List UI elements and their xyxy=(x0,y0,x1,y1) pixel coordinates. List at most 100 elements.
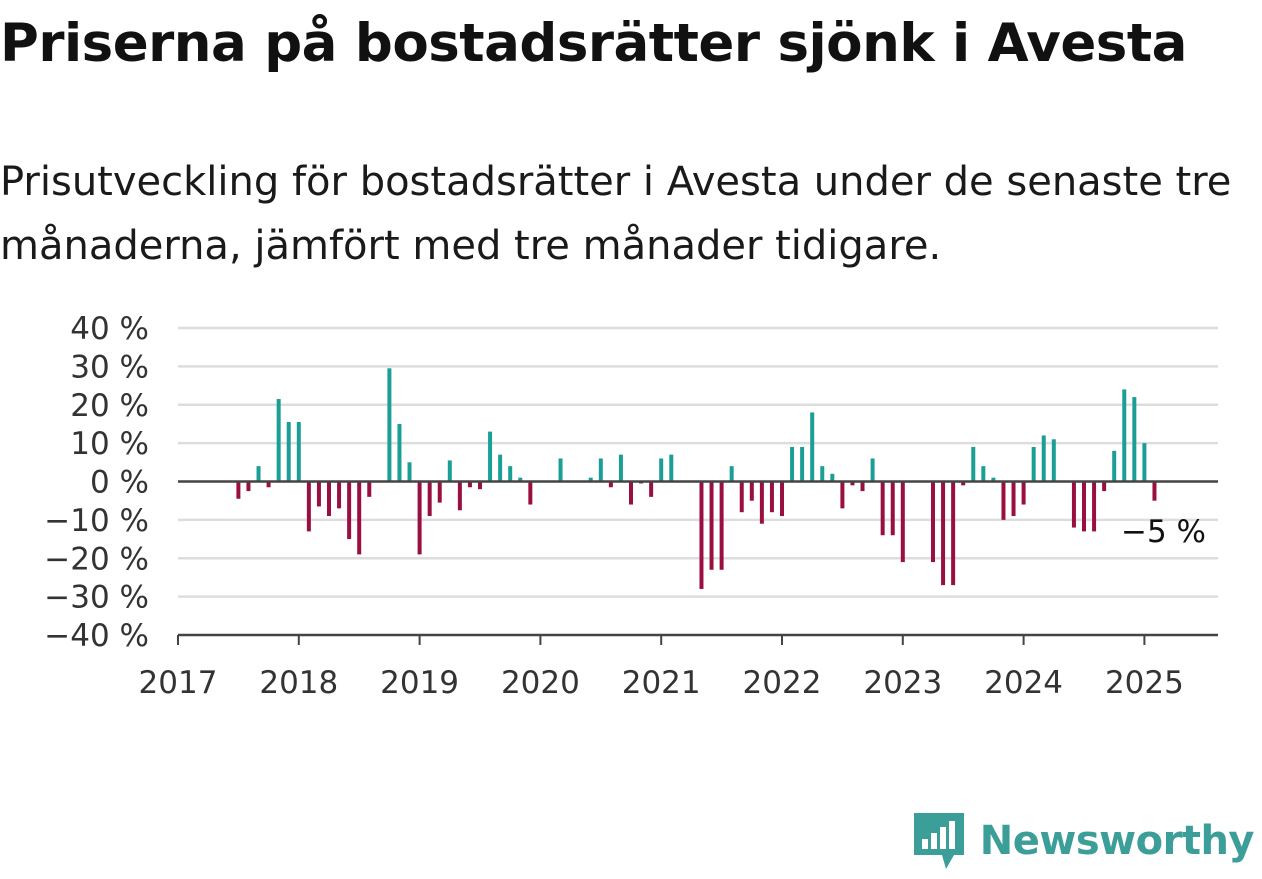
bar xyxy=(669,454,674,482)
bar xyxy=(719,481,724,570)
bar xyxy=(830,473,835,482)
bar xyxy=(498,454,503,482)
bar xyxy=(266,481,271,488)
bar xyxy=(1041,435,1046,482)
bar xyxy=(598,458,603,482)
y-tick-label: −30 % xyxy=(44,580,149,616)
bar xyxy=(467,481,472,488)
bar xyxy=(649,481,654,497)
bar xyxy=(709,481,714,570)
bar xyxy=(528,481,533,505)
bar xyxy=(286,422,291,482)
bar xyxy=(306,481,311,532)
bar xyxy=(296,422,301,482)
bar xyxy=(246,481,251,492)
bar xyxy=(1102,481,1107,492)
bar xyxy=(588,477,593,482)
bar xyxy=(387,368,392,482)
bar xyxy=(618,454,623,482)
bar xyxy=(508,466,513,482)
latest-value-label: −5 % xyxy=(1121,514,1206,550)
x-tick-label: 2019 xyxy=(380,665,459,701)
bar xyxy=(337,481,342,509)
bar xyxy=(729,466,734,482)
bar xyxy=(699,481,704,589)
bar xyxy=(749,481,754,501)
bar xyxy=(629,481,633,505)
bar xyxy=(1092,481,1097,532)
bar xyxy=(840,481,845,509)
bar xyxy=(820,466,825,482)
bar xyxy=(256,466,261,482)
y-tick-label: 0 % xyxy=(90,465,149,501)
bar xyxy=(316,481,321,507)
bar xyxy=(739,481,744,513)
bar xyxy=(880,481,885,536)
bar xyxy=(981,466,986,482)
bar xyxy=(1122,389,1127,482)
bar xyxy=(427,481,432,517)
bar xyxy=(890,481,895,536)
bar xyxy=(790,446,795,482)
bar xyxy=(1051,439,1056,482)
bar xyxy=(951,481,956,586)
y-tick-label: −40 % xyxy=(44,618,149,654)
bar xyxy=(870,458,875,482)
bar xyxy=(236,481,241,499)
bar xyxy=(276,398,281,482)
y-tick-label: 20 % xyxy=(70,388,149,424)
bar xyxy=(1132,397,1137,482)
bar xyxy=(347,481,352,540)
bar xyxy=(931,481,935,563)
x-tick-label: 2023 xyxy=(863,665,942,701)
bar xyxy=(1021,481,1026,505)
bar xyxy=(488,431,493,482)
newsworthy-logo-icon xyxy=(913,813,964,869)
bar-chart: −40 %−30 %−20 %−10 %0 %10 %20 %30 %40 % 2… xyxy=(44,311,1218,701)
brand-name: Newsworthy xyxy=(979,818,1255,864)
bar xyxy=(478,481,482,490)
bar xyxy=(558,458,563,482)
bar xyxy=(1082,481,1086,532)
bar xyxy=(991,477,996,482)
bar xyxy=(769,481,774,513)
bar xyxy=(1011,481,1016,517)
bar xyxy=(1152,481,1157,501)
bar xyxy=(860,481,865,492)
y-tick-label: −20 % xyxy=(44,541,149,577)
bar xyxy=(608,481,613,488)
bar xyxy=(1142,443,1147,482)
bar xyxy=(941,481,946,586)
bar xyxy=(457,481,462,511)
bar xyxy=(971,446,976,482)
bar xyxy=(437,481,442,503)
bar xyxy=(659,458,664,482)
bar xyxy=(367,481,372,497)
bar xyxy=(759,481,764,524)
bar xyxy=(397,423,402,482)
page-subtitle: Prisutveckling för bostadsrätter i Avest… xyxy=(0,159,1232,269)
x-tick-label: 2018 xyxy=(259,665,338,701)
x-tick-label: 2017 xyxy=(139,665,218,701)
page-title: Priserna på bostadsrätter sjönk i Avesta xyxy=(0,13,1187,74)
y-tick-label: 10 % xyxy=(70,426,149,462)
bar xyxy=(327,481,331,517)
x-tick-label: 2025 xyxy=(1105,665,1184,701)
bar xyxy=(810,412,815,482)
bar xyxy=(1031,446,1036,482)
bar xyxy=(1112,450,1117,482)
y-tick-label: 30 % xyxy=(70,349,149,385)
bar xyxy=(417,481,422,555)
bar xyxy=(1071,481,1076,528)
x-tick-label: 2024 xyxy=(984,665,1063,701)
y-tick-label: 40 % xyxy=(70,311,149,347)
x-tick-label: 2022 xyxy=(743,665,822,701)
bar xyxy=(518,477,523,482)
bar xyxy=(800,446,805,482)
bar xyxy=(780,481,784,517)
bar xyxy=(850,481,855,486)
bar xyxy=(961,481,966,486)
bar xyxy=(407,462,412,482)
bar xyxy=(900,481,905,563)
x-tick-label: 2021 xyxy=(622,665,701,701)
